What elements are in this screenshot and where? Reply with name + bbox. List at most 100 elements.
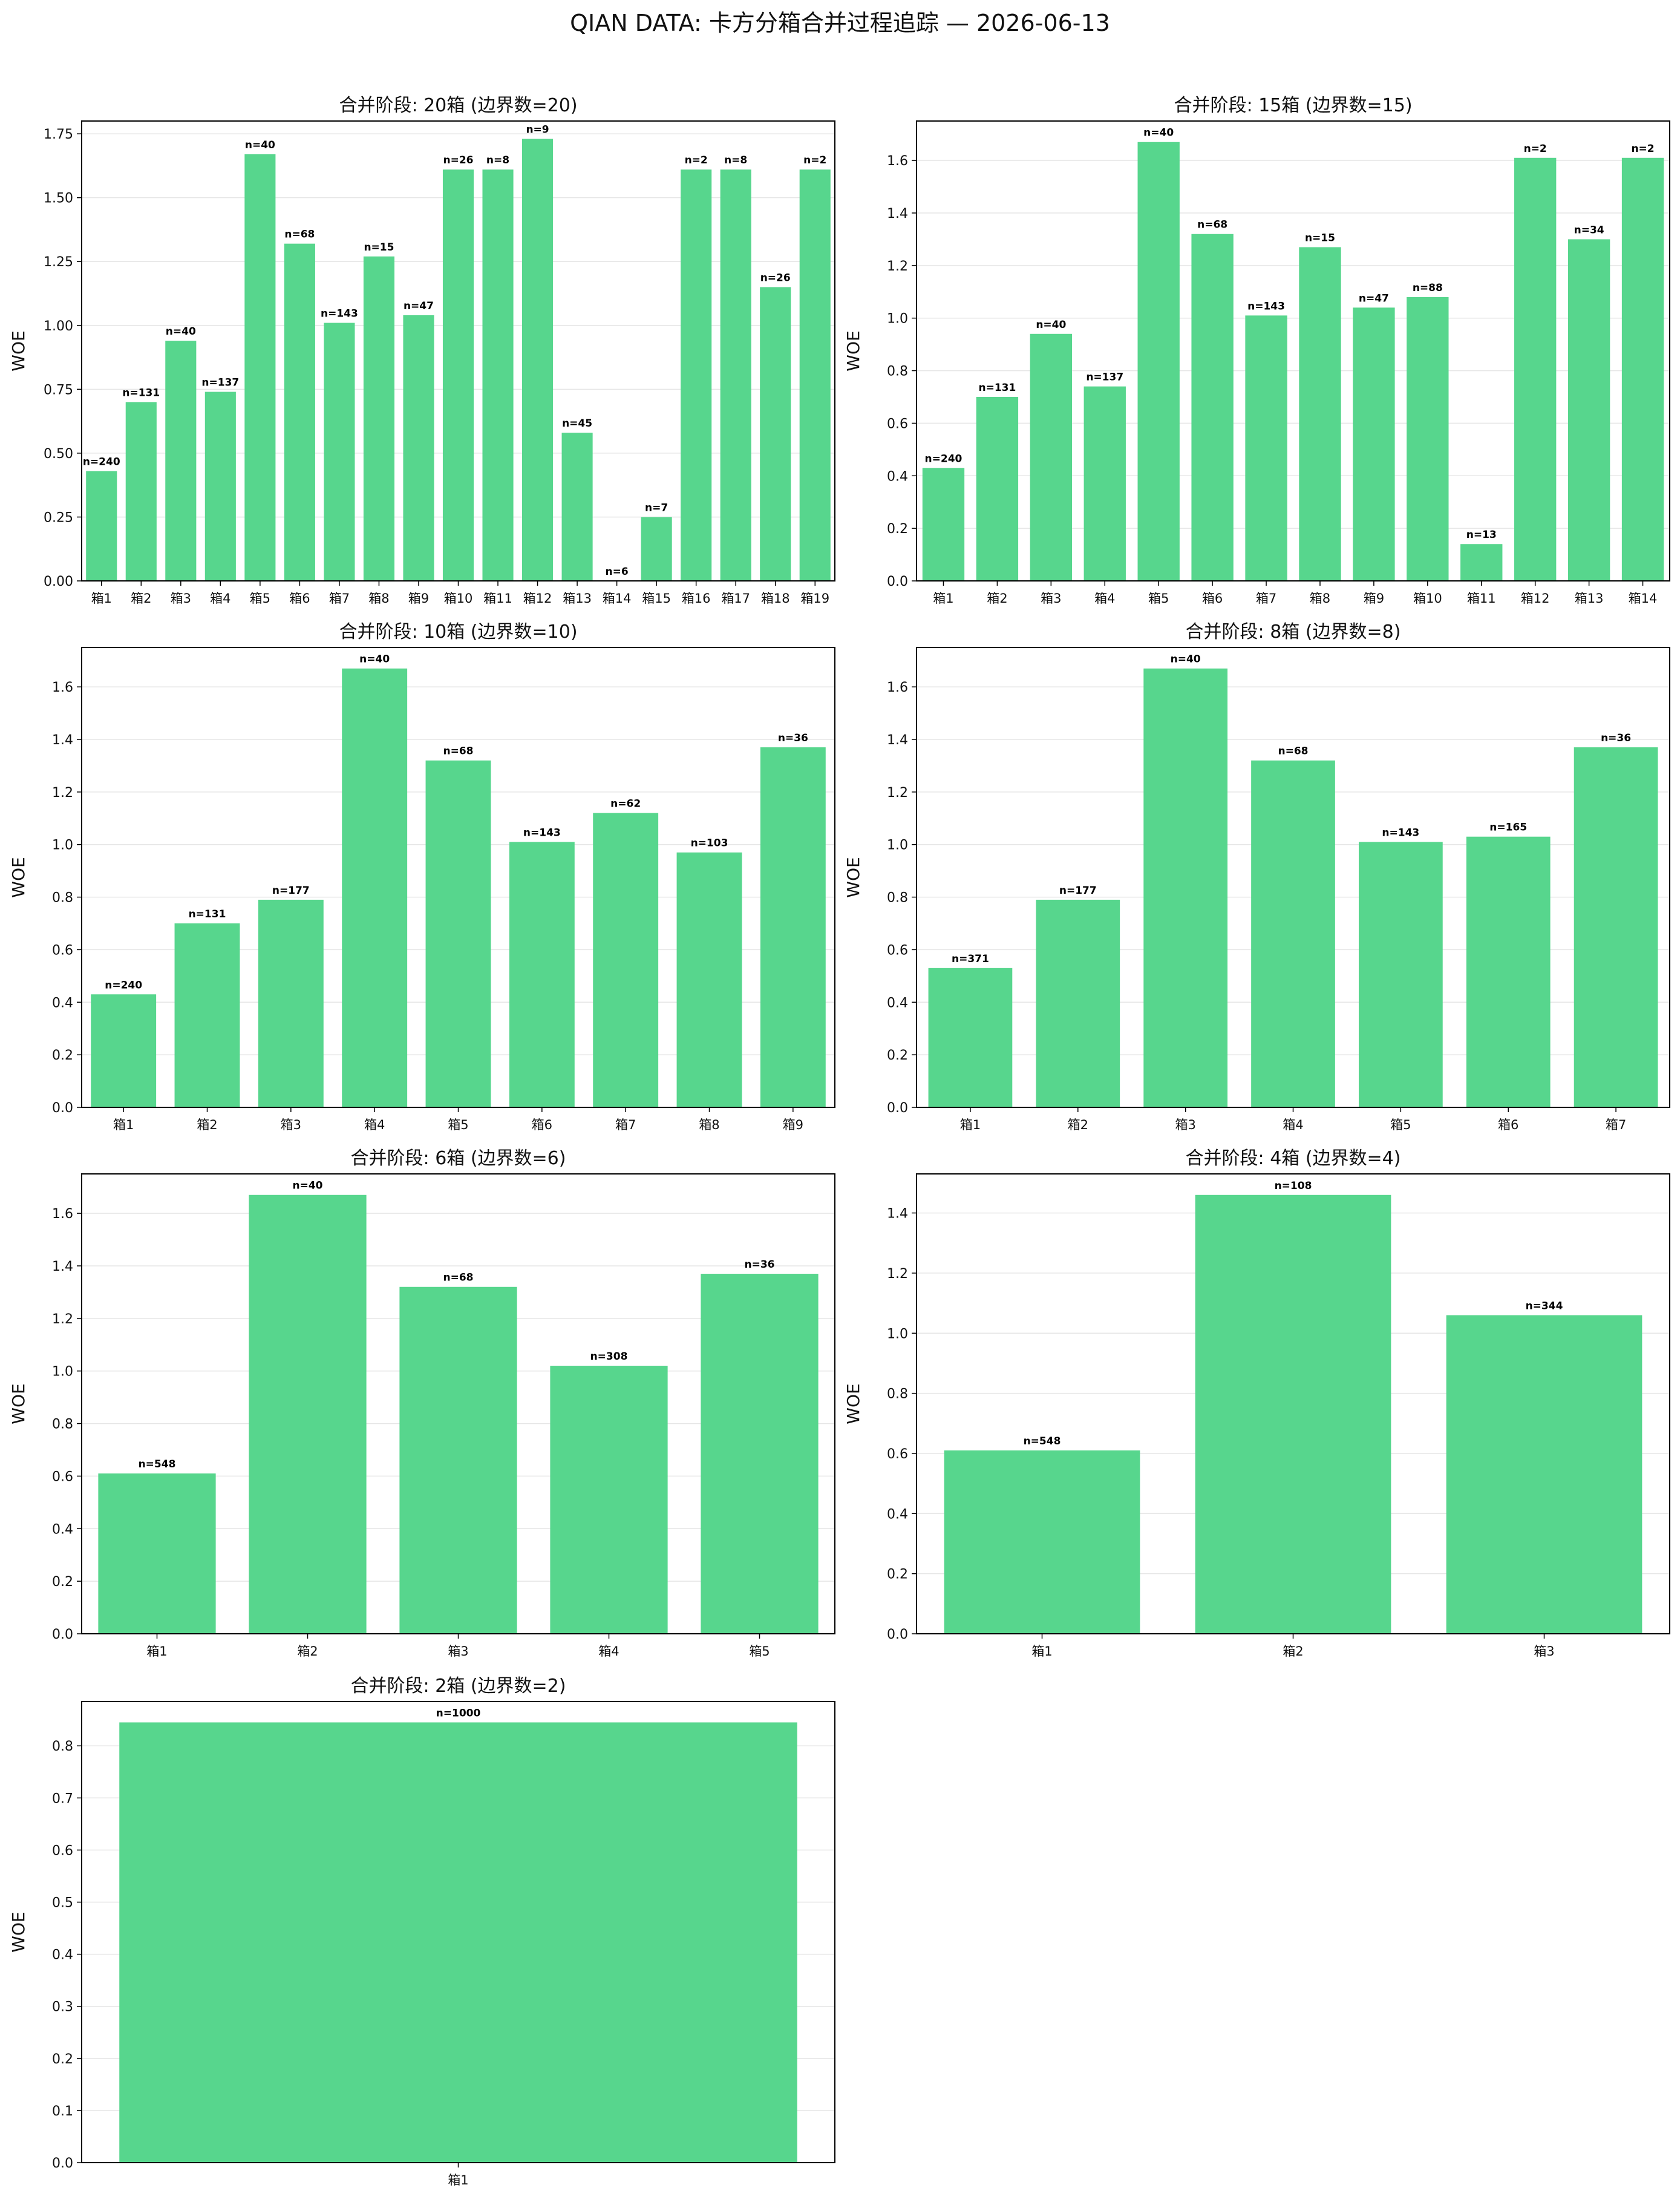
x-tick-label: 箱8 [1310, 591, 1330, 606]
y-tick-label: 0.2 [52, 1048, 73, 1063]
bar [676, 852, 742, 1107]
bar [1621, 157, 1664, 581]
bar-data-label: n=1000 [436, 1707, 481, 1719]
bar [1514, 157, 1557, 581]
x-tick-label: 箱3 [1041, 591, 1061, 606]
y-tick-label: 0.6 [887, 1447, 908, 1462]
bar [399, 1286, 517, 1634]
bar [1299, 247, 1341, 581]
bar [363, 256, 395, 581]
x-tick-label: 箱3 [1534, 1644, 1554, 1659]
y-tick-label: 0.6 [52, 1843, 73, 1858]
y-tick-label: 0.25 [44, 510, 73, 525]
x-tick-label: 箱4 [598, 1644, 619, 1659]
bar-data-label: n=47 [404, 300, 434, 312]
bar-data-label: n=7 [645, 502, 668, 514]
bar-data-label: n=371 [952, 953, 989, 965]
x-tick-label: 箱14 [603, 591, 632, 606]
x-tick-label: 箱1 [1031, 1644, 1052, 1659]
bar-data-label: n=2 [1524, 143, 1547, 155]
bar-data-label: n=2 [803, 154, 826, 166]
x-tick-label: 箱8 [368, 591, 389, 606]
x-tick-label: 箱2 [987, 591, 1007, 606]
bar [593, 813, 659, 1107]
x-tick-label: 箱14 [1629, 591, 1658, 606]
y-tick-label: 1.25 [44, 255, 73, 270]
bar-data-label: n=26 [760, 272, 791, 284]
x-tick-label: 箱1 [960, 1118, 981, 1132]
y-tick-label: 0.6 [887, 416, 908, 431]
bar [521, 139, 554, 582]
y-tick-label: 0.3 [52, 2000, 73, 2015]
x-tick-label: 箱7 [1256, 591, 1276, 606]
y-tick-label: 1.2 [52, 785, 73, 801]
y-tick-label: 1.0 [887, 1326, 908, 1342]
y-tick-label: 1.4 [52, 1259, 73, 1274]
bar [799, 169, 831, 581]
x-tick-label: 箱6 [289, 591, 310, 606]
x-tick-label: 箱3 [1175, 1118, 1195, 1132]
x-tick-label: 箱5 [448, 1118, 468, 1132]
bar [1245, 315, 1287, 581]
bar [1036, 899, 1120, 1107]
bar-data-label: n=68 [1278, 745, 1308, 758]
bar-data-label: n=2 [1631, 143, 1654, 155]
x-tick-label: 箱11 [483, 591, 512, 606]
x-tick-label: 箱10 [1413, 591, 1442, 606]
y-tick-label: 0.5 [52, 1895, 73, 1910]
panel-title: 合并阶段: 2箱 (边界数=2) [351, 1676, 566, 1697]
bar [944, 1450, 1140, 1634]
y-tick-label: 0.4 [52, 1522, 73, 1537]
bar [976, 397, 1019, 581]
bar-data-label: n=40 [245, 139, 275, 151]
plot-frame [81, 647, 835, 1108]
x-tick-label: 箱18 [761, 591, 790, 606]
bar [91, 994, 157, 1107]
bar [98, 1473, 216, 1634]
y-tick-label: 0.00 [44, 574, 73, 589]
bar-data-label: n=26 [443, 154, 473, 166]
bar [1251, 760, 1335, 1107]
bar [1460, 544, 1503, 581]
y-tick-label: 0.2 [52, 1574, 73, 1590]
x-tick-label: 箱1 [146, 1644, 167, 1659]
bar [641, 517, 672, 581]
bar [403, 315, 434, 581]
y-tick-label: 0.6 [52, 1469, 73, 1484]
x-tick-label: 箱17 [721, 591, 750, 606]
plot-frame [81, 120, 835, 582]
bar-data-label: n=40 [1143, 127, 1174, 139]
x-tick-label: 箱6 [1202, 591, 1223, 606]
bar-data-label: n=108 [1275, 1180, 1312, 1192]
bar [482, 169, 514, 581]
y-tick-label: 0.4 [887, 469, 908, 484]
bar [1143, 668, 1228, 1107]
x-tick-label: 箱8 [699, 1118, 719, 1132]
bar [720, 169, 751, 581]
y-tick-label: 0.8 [52, 1417, 73, 1432]
bar [922, 468, 965, 581]
x-tick-label: 箱3 [448, 1644, 468, 1659]
y-tick-label: 0.6 [52, 943, 73, 958]
x-tick-label: 箱4 [1094, 591, 1115, 606]
bar-data-label: n=143 [1247, 300, 1285, 312]
bar-data-label: n=177 [272, 885, 310, 897]
y-tick-label: 0.4 [887, 995, 908, 1011]
bar [442, 169, 474, 581]
x-tick-label: 箱4 [1283, 1118, 1303, 1132]
y-axis-label: WOE [843, 1383, 863, 1424]
y-tick-label: 1.0 [887, 312, 908, 327]
y-tick-label: 1.0 [887, 838, 908, 853]
x-tick-label: 箱10 [444, 591, 473, 606]
x-tick-label: 箱5 [250, 591, 270, 606]
bar [550, 1366, 668, 1634]
bar-data-label: n=6 [606, 566, 629, 578]
bar-data-label: n=240 [83, 456, 120, 468]
bar-data-label: n=15 [364, 241, 394, 254]
bar [119, 1722, 797, 2163]
bar-data-label: n=13 [1466, 529, 1497, 541]
bar-data-label: n=68 [1197, 219, 1227, 231]
y-tick-label: 0.4 [52, 995, 73, 1011]
